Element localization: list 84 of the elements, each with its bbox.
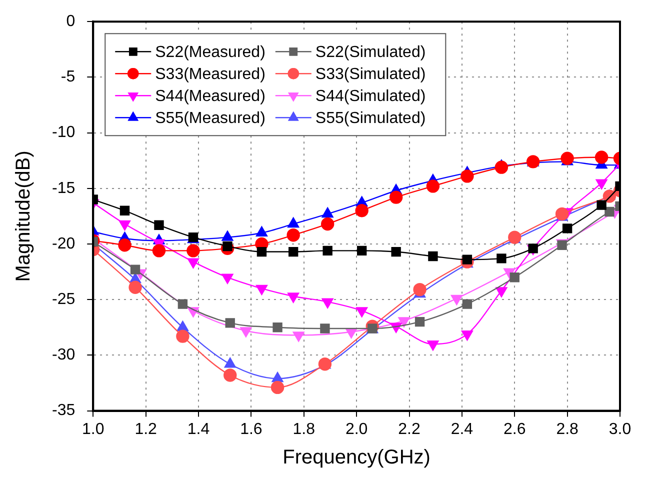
point: [596, 200, 606, 210]
point: [286, 228, 300, 242]
x-tick-label: 2.0: [345, 420, 368, 438]
point: [594, 150, 608, 164]
point: [496, 287, 508, 298]
y-tick-label: -15: [52, 180, 76, 197]
legend-label: S33(Measured): [155, 66, 266, 84]
point: [292, 332, 304, 342]
point: [224, 368, 237, 382]
point: [152, 244, 166, 258]
point: [414, 317, 425, 327]
point: [130, 264, 140, 274]
point: [510, 272, 520, 282]
point: [128, 280, 142, 294]
point: [178, 299, 188, 309]
y-tick-label: -30: [52, 346, 76, 364]
y-tick-label: 0: [66, 13, 76, 30]
point: [596, 179, 608, 190]
x-tick-label: 1.0: [82, 420, 104, 438]
point: [356, 246, 367, 256]
point: [270, 380, 284, 394]
point: [462, 299, 472, 309]
x-tick-label: 1.6: [240, 420, 262, 438]
point: [272, 322, 282, 332]
x-tick-label: 2.2: [398, 420, 420, 438]
point: [450, 294, 462, 306]
point: [320, 217, 334, 231]
y-tick-label: -35: [52, 402, 76, 420]
legend-label: S44(Simulated): [315, 88, 426, 106]
point: [461, 330, 474, 341]
point: [398, 317, 410, 328]
x-tick-label: 3.0: [608, 420, 632, 438]
point: [428, 251, 438, 262]
y-axis-title: Magnitude(dB): [12, 150, 35, 282]
point: [288, 292, 300, 303]
point: [320, 324, 330, 334]
y-tick-label: -25: [52, 291, 76, 308]
point: [225, 318, 235, 328]
point: [288, 246, 298, 257]
point: [222, 274, 234, 284]
point: [356, 307, 368, 318]
point: [355, 204, 368, 218]
x-tick-label: 1.4: [187, 420, 210, 438]
x-tick-label: 1.2: [134, 420, 158, 438]
point: [389, 190, 403, 204]
point: [460, 170, 474, 183]
point: [604, 206, 614, 217]
point: [322, 298, 334, 308]
point: [560, 152, 574, 165]
point: [256, 246, 267, 257]
point: [322, 246, 332, 256]
legend-label: S44(Measured): [155, 88, 266, 106]
point: [118, 220, 131, 231]
point: [240, 327, 252, 338]
legend-label: S22(Simulated): [315, 44, 426, 62]
point: [494, 160, 508, 174]
point: [154, 220, 164, 230]
point: [256, 284, 268, 296]
point: [176, 330, 190, 343]
y-tick-label: -20: [52, 235, 76, 252]
point: [118, 238, 132, 252]
point: [528, 244, 538, 254]
point: [555, 207, 569, 221]
legend-label: S22(Measured): [155, 44, 266, 62]
point: [187, 258, 200, 268]
point: [426, 180, 440, 193]
x-tick-label: 2.8: [556, 420, 579, 438]
point: [496, 254, 506, 264]
x-tick-label: 1.8: [292, 420, 316, 438]
x-tick-label: 2.4: [450, 420, 474, 438]
point: [462, 254, 472, 264]
y-tick-label: -5: [60, 68, 76, 86]
point: [391, 246, 401, 257]
legend-label: S55(Measured): [155, 110, 266, 128]
y-tick-label: -10: [52, 124, 76, 142]
x-tick-label: 2.6: [504, 420, 526, 438]
legend-label: S33(Simulated): [315, 66, 426, 84]
point: [186, 244, 200, 258]
point: [427, 340, 439, 351]
point: [562, 224, 572, 234]
x-axis-title: Frequency(GHz): [282, 446, 430, 469]
point: [120, 206, 130, 216]
legend-label: S55(Simulated): [315, 110, 426, 128]
point: [413, 282, 426, 296]
